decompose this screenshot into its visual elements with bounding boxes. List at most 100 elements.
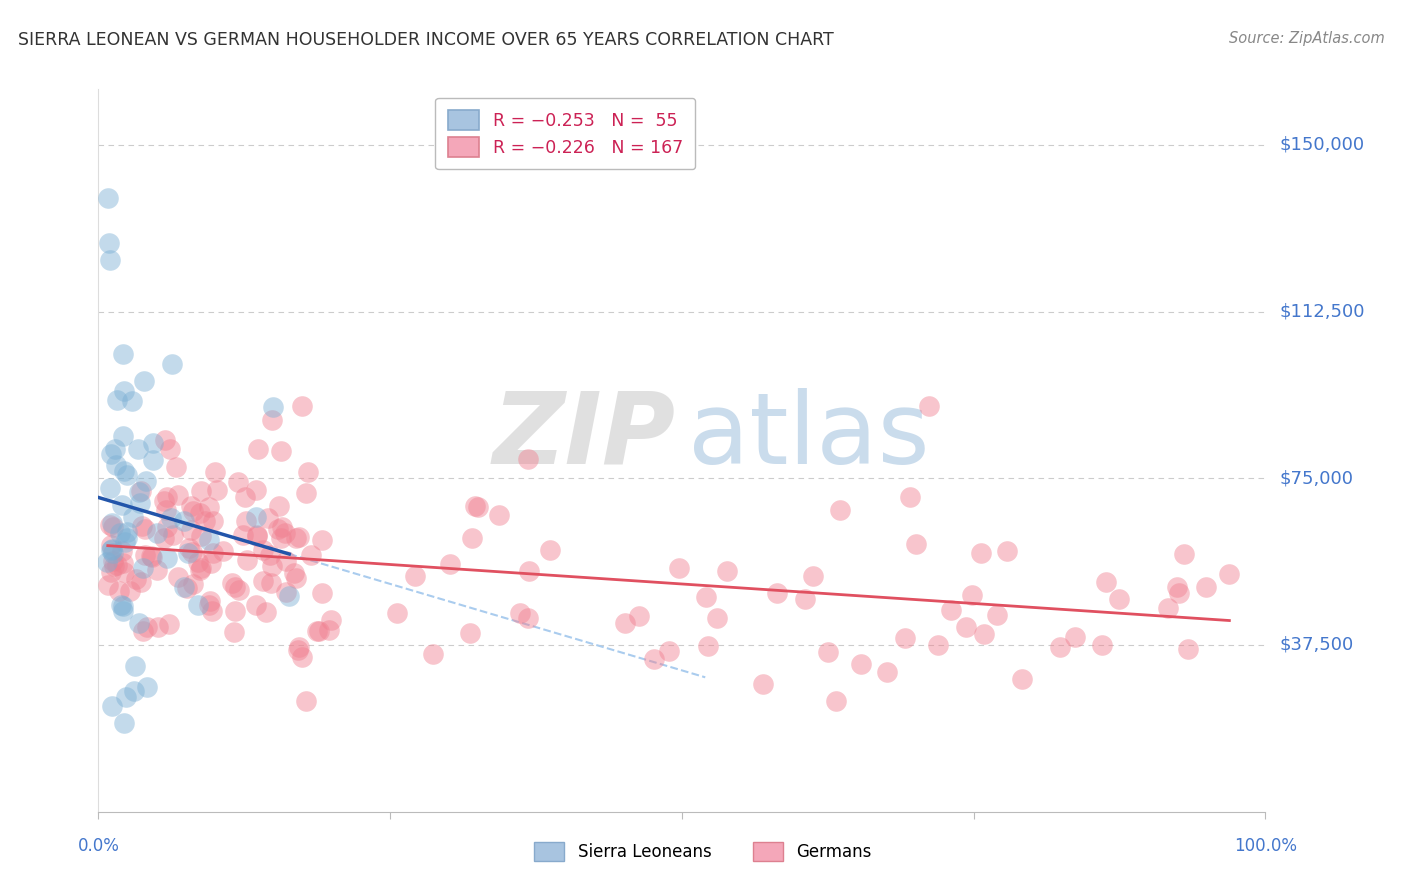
- Point: [111, 544, 134, 558]
- Point: [801, 568, 824, 582]
- Point: [1049, 640, 1071, 654]
- Point: [101, 520, 124, 534]
- Point: [311, 586, 333, 600]
- Point: [112, 715, 135, 730]
- Point: [1167, 586, 1189, 600]
- Point: [246, 529, 269, 543]
- Point: [439, 557, 461, 571]
- Point: [267, 499, 290, 513]
- Point: [111, 604, 134, 618]
- Point: [205, 483, 228, 497]
- Point: [201, 546, 224, 560]
- Point: [224, 604, 246, 618]
- Point: [186, 555, 208, 569]
- Point: [614, 616, 637, 631]
- Text: 100.0%: 100.0%: [1234, 837, 1296, 855]
- Text: $75,000: $75,000: [1279, 469, 1354, 487]
- Point: [181, 545, 204, 559]
- Point: [122, 509, 145, 524]
- Point: [385, 607, 408, 621]
- Point: [115, 690, 138, 704]
- Point: [246, 528, 269, 542]
- Point: [111, 347, 134, 361]
- Point: [115, 531, 138, 545]
- Point: [236, 553, 259, 567]
- Text: SIERRA LEONEAN VS GERMAN HOUSEHOLDER INCOME OVER 65 YEARS CORRELATION CHART: SIERRA LEONEAN VS GERMAN HOUSEHOLDER INC…: [18, 31, 834, 49]
- Point: [969, 546, 991, 560]
- Point: [134, 548, 156, 562]
- Point: [127, 442, 149, 456]
- Point: [260, 559, 283, 574]
- Point: [101, 554, 124, 568]
- Point: [124, 684, 146, 698]
- Point: [1177, 642, 1199, 657]
- Point: [179, 541, 201, 556]
- Point: [97, 578, 120, 592]
- Point: [752, 677, 775, 691]
- Point: [103, 558, 125, 573]
- Point: [488, 508, 510, 523]
- Point: [467, 500, 489, 514]
- Point: [114, 534, 136, 549]
- Point: [115, 467, 138, 482]
- Point: [125, 572, 148, 586]
- Point: [204, 465, 226, 479]
- Point: [121, 394, 143, 409]
- Point: [155, 503, 177, 517]
- Point: [830, 502, 852, 516]
- Point: [1108, 592, 1130, 607]
- Point: [252, 542, 274, 557]
- Point: [162, 528, 184, 542]
- Point: [262, 400, 284, 414]
- Point: [101, 541, 124, 556]
- Point: [960, 588, 983, 602]
- Point: [100, 447, 122, 461]
- Point: [100, 542, 122, 557]
- Point: [110, 598, 132, 612]
- Point: [404, 569, 426, 583]
- Point: [1091, 638, 1114, 652]
- Point: [111, 599, 134, 614]
- Point: [1173, 547, 1195, 561]
- Point: [136, 680, 159, 694]
- Point: [464, 499, 486, 513]
- Point: [188, 563, 211, 577]
- Point: [299, 548, 322, 562]
- Point: [188, 506, 211, 520]
- Point: [905, 537, 928, 551]
- Point: [98, 253, 121, 268]
- Point: [898, 491, 921, 505]
- Point: [927, 638, 949, 652]
- Legend: R = −0.253   N =  55, R = −0.226   N = 167: R = −0.253 N = 55, R = −0.226 N = 167: [436, 98, 695, 169]
- Point: [422, 647, 444, 661]
- Point: [187, 598, 209, 612]
- Point: [260, 413, 283, 427]
- Text: $150,000: $150,000: [1279, 136, 1364, 153]
- Point: [260, 576, 283, 591]
- Point: [198, 598, 221, 612]
- Point: [1094, 574, 1116, 589]
- Point: [112, 429, 135, 443]
- Point: [226, 475, 249, 489]
- Point: [101, 546, 124, 560]
- Point: [517, 565, 540, 579]
- Point: [132, 374, 155, 388]
- Point: [793, 592, 815, 607]
- Point: [941, 603, 963, 617]
- Text: ZIP: ZIP: [494, 387, 676, 484]
- Legend: Sierra Leoneans, Germans: Sierra Leoneans, Germans: [527, 835, 879, 868]
- Point: [1166, 580, 1188, 594]
- Point: [159, 442, 181, 457]
- Point: [212, 544, 235, 558]
- Point: [105, 393, 128, 408]
- Point: [288, 530, 311, 544]
- Point: [232, 528, 254, 542]
- Point: [955, 620, 977, 634]
- Point: [221, 575, 243, 590]
- Point: [112, 384, 135, 398]
- Text: atlas: atlas: [688, 387, 929, 484]
- Point: [894, 632, 917, 646]
- Point: [181, 504, 204, 518]
- Point: [101, 698, 124, 713]
- Point: [538, 542, 561, 557]
